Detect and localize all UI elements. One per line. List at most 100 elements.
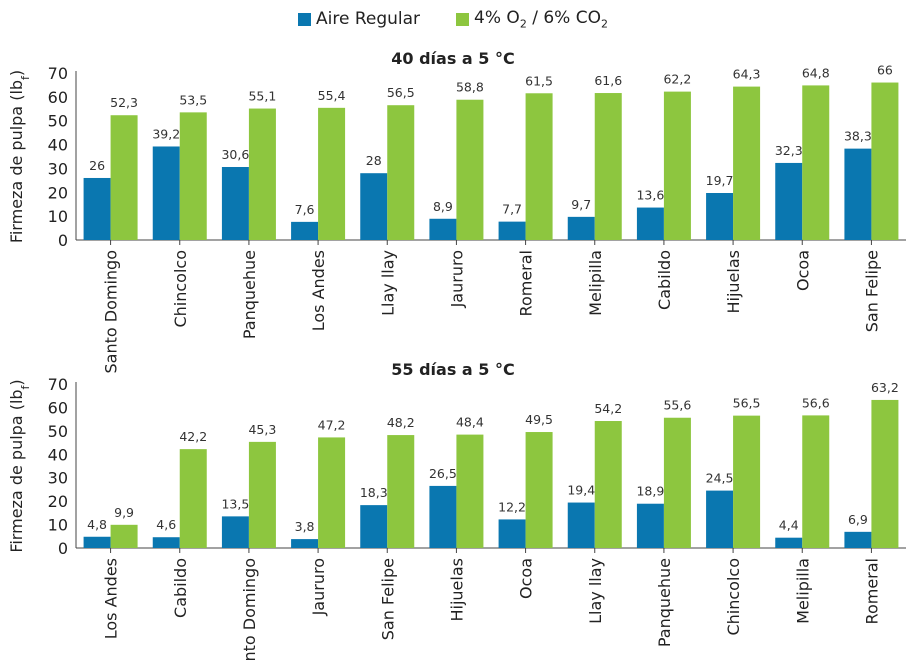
x-category-label: Llay llay xyxy=(378,250,397,316)
x-category-label: Romeral xyxy=(862,558,881,624)
bar-aire-regular-6 xyxy=(498,221,526,240)
bar-aire-regular-4 xyxy=(360,173,388,240)
x-category-label: Ocoa xyxy=(517,558,536,599)
bar-ca-2 xyxy=(248,108,276,240)
data-label: 56,5 xyxy=(387,85,415,100)
x-category-label: Panquehue xyxy=(655,558,674,647)
data-label: 19,7 xyxy=(706,173,734,188)
bar-ca-1 xyxy=(179,112,207,240)
data-label: 62,2 xyxy=(663,72,691,87)
bar-ca-0 xyxy=(110,524,138,548)
data-label: 52,3 xyxy=(110,95,138,110)
x-category-label: Chincolco xyxy=(171,250,190,328)
data-label: 48,4 xyxy=(456,415,484,430)
bar-aire-regular-1 xyxy=(152,537,180,548)
data-label: 64,8 xyxy=(802,65,830,80)
bar-ca-9 xyxy=(733,415,761,548)
y-tick-label: 40 xyxy=(48,445,68,464)
legend-swatch-ca xyxy=(456,12,470,26)
bar-aire-regular-7 xyxy=(567,502,595,548)
bar-aire-regular-9 xyxy=(706,193,734,240)
bar-ca-10 xyxy=(802,85,830,240)
y-tick-label: 10 xyxy=(48,207,68,226)
y-tick-label: 60 xyxy=(48,398,68,417)
bar-ca-4 xyxy=(387,435,415,548)
y-axis-label: Firmeza de pulpa (lbf) xyxy=(7,70,32,243)
y-tick-label: 30 xyxy=(48,159,68,178)
x-category-label: Jaururo xyxy=(309,558,328,616)
bar-ca-8 xyxy=(663,91,691,240)
legend-label-ca-sub2: 2 xyxy=(600,17,608,31)
data-label: 49,5 xyxy=(525,412,553,427)
x-category-label: Santo Domingo xyxy=(240,558,259,663)
bar-aire-regular-2 xyxy=(221,166,249,240)
bar-aire-regular-1 xyxy=(152,146,180,240)
bar-ca-4 xyxy=(387,105,415,240)
bar-aire-regular-11 xyxy=(844,148,872,240)
bar-ca-7 xyxy=(594,93,622,240)
y-tick-label: 50 xyxy=(48,422,68,441)
x-category-label: Romeral xyxy=(517,250,536,316)
data-label: 54,2 xyxy=(594,401,622,416)
x-category-label: Santo Domingo xyxy=(102,250,121,373)
data-label: 61,5 xyxy=(525,73,553,88)
data-label: 63,2 xyxy=(871,380,899,395)
y-tick-label: 40 xyxy=(48,136,68,155)
data-label: 32,3 xyxy=(775,143,803,158)
chart-legend: Aire Regular 4% O2 / 6% CO2 xyxy=(0,8,906,30)
bar-aire-regular-7 xyxy=(567,216,595,240)
x-category-label: Ocoa xyxy=(793,250,812,291)
legend-label-ca-part1: 4% O xyxy=(474,8,520,28)
legend-swatch-aire-regular xyxy=(298,12,311,26)
data-label: 56,6 xyxy=(802,395,830,410)
data-label: 7,6 xyxy=(295,202,315,217)
data-label: 45,3 xyxy=(248,422,276,437)
bar-aire-regular-4 xyxy=(360,505,388,548)
bar-aire-regular-0 xyxy=(83,536,111,548)
y-tick-label: 0 xyxy=(58,231,68,250)
bar-aire-regular-6 xyxy=(498,519,526,548)
bar-aire-regular-5 xyxy=(429,218,457,240)
x-category-label: Chincolco xyxy=(724,558,743,636)
data-label: 4,4 xyxy=(779,518,799,533)
x-category-label: Los Andes xyxy=(309,250,328,331)
chart-title: 55 días a 5 °C xyxy=(391,360,514,379)
data-label: 24,5 xyxy=(706,471,734,486)
bar-ca-0 xyxy=(110,115,138,240)
y-tick-label: 70 xyxy=(48,375,68,394)
data-label: 58,8 xyxy=(456,80,484,95)
bar-aire-regular-2 xyxy=(221,516,249,548)
data-label: 3,8 xyxy=(295,519,315,534)
data-label: 28 xyxy=(366,153,382,168)
bar-ca-5 xyxy=(456,434,484,548)
data-label: 19,4 xyxy=(567,483,595,498)
legend-label-ca: 4% O2 / 6% CO2 xyxy=(474,8,608,30)
data-label: 18,9 xyxy=(636,484,664,499)
data-label: 26,5 xyxy=(429,466,457,481)
bar-ca-5 xyxy=(456,99,484,240)
data-label: 7,7 xyxy=(502,202,522,217)
data-label: 13,6 xyxy=(636,188,664,203)
x-category-label: Cabildo xyxy=(171,558,190,618)
bar-aire-regular-5 xyxy=(429,485,457,548)
bar-ca-6 xyxy=(525,432,553,548)
bar-aire-regular-10 xyxy=(775,162,803,240)
bar-aire-regular-11 xyxy=(844,531,872,548)
data-label: 8,9 xyxy=(433,199,453,214)
y-tick-label: 20 xyxy=(48,492,68,511)
y-tick-label: 30 xyxy=(48,469,68,488)
x-category-label: Hijuelas xyxy=(447,558,466,622)
bar-aire-regular-3 xyxy=(291,221,319,240)
data-label: 64,3 xyxy=(733,67,761,82)
y-tick-label: 0 xyxy=(58,539,68,558)
data-label: 53,5 xyxy=(179,92,207,107)
x-category-label: Cabildo xyxy=(655,250,674,310)
x-category-label: Melipilla xyxy=(793,558,812,624)
data-label: 48,2 xyxy=(387,415,415,430)
data-label: 9,7 xyxy=(571,197,591,212)
bar-ca-11 xyxy=(871,82,899,241)
data-label: 39,2 xyxy=(152,126,180,141)
x-category-label: San Felipe xyxy=(862,250,881,332)
data-label: 55,1 xyxy=(248,89,276,104)
